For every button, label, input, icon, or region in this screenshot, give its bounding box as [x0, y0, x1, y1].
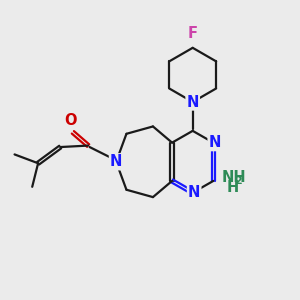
Text: O: O: [64, 113, 77, 128]
Text: N: N: [187, 94, 199, 110]
Text: NH: NH: [222, 170, 246, 185]
Text: N: N: [110, 154, 122, 169]
Text: H: H: [227, 180, 239, 195]
Text: N: N: [208, 135, 221, 150]
Text: N: N: [188, 185, 200, 200]
Text: F: F: [188, 26, 198, 41]
Text: 2: 2: [235, 176, 242, 186]
